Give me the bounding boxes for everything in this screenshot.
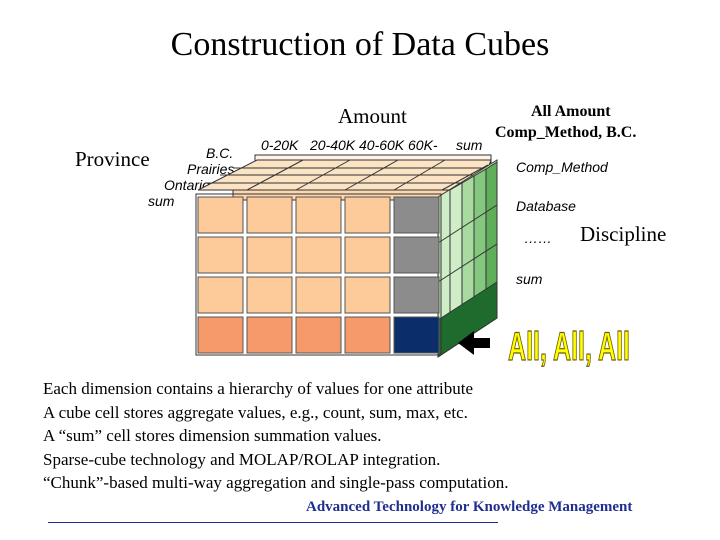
all-amount-label: All Amount [531, 103, 611, 120]
province-value-ontario: Ontario [164, 177, 210, 193]
cube-cell [393, 236, 440, 274]
amount-axis-label: Amount [338, 104, 407, 128]
cube-right-side [437, 159, 498, 358]
discipline-value-ellipsis: …… [524, 230, 552, 246]
amount-value-sum: sum [456, 137, 483, 153]
footer-title: Advanced Technology for Knowledge Manage… [306, 499, 633, 515]
cube-top-face [197, 159, 492, 191]
bullet-item: Sparse-cube technology and MOLAP/ROLAP i… [43, 449, 441, 469]
cube-cell [295, 236, 342, 274]
cube-cell [393, 196, 440, 234]
bullet-item: A “sum” cell stores dimension summation … [43, 426, 382, 445]
amount-value-60k: 60K- [408, 137, 438, 153]
province-value-prairies: Prairies [187, 161, 235, 177]
cube-cell [197, 236, 244, 274]
cube-cell [344, 276, 391, 314]
discipline-value-database: Database [516, 198, 576, 214]
cube-cell [197, 196, 244, 234]
bullet-item: Each dimension contains a hierarchy of v… [43, 379, 474, 398]
discipline-value-comp-method: Comp_Method [516, 159, 608, 175]
cube-cell [197, 316, 244, 354]
discipline-axis-label: Discipline [580, 222, 667, 246]
province-axis-label: Province [75, 147, 150, 171]
cube-cell [295, 196, 342, 234]
cube-cell [344, 316, 391, 354]
amount-value-40-60k: 40-60K [359, 137, 405, 153]
all-all-all-badge: All, All, All [506, 322, 636, 373]
footer-rule [48, 522, 498, 523]
bullet-item: A cube cell stores aggregate values, e.g… [43, 402, 468, 422]
amount-value-0-20k: 0-20K [261, 137, 299, 153]
cube-cell [295, 316, 342, 354]
cube-cell [344, 196, 391, 234]
bullet-item: “Chunk”-based multi-way aggregation and … [43, 473, 509, 492]
cube-cell [246, 276, 293, 314]
amount-value-20-40k: 20-40K [310, 137, 356, 153]
page-title: Construction of Data Cubes [170, 26, 550, 63]
comp-method-bc-label: Comp_Method, B.C. [495, 124, 637, 141]
all-all-all-text: All, All, All [508, 325, 630, 368]
bullet-list: Each dimension contains a hierarchy of v… [43, 377, 509, 495]
cube-cell [295, 276, 342, 314]
cube-front-face [195, 193, 442, 356]
cube-cell [393, 316, 440, 354]
cube-cell [246, 316, 293, 354]
province-value-sum: sum [148, 193, 175, 209]
cube-cell [197, 276, 244, 314]
cube-cell [344, 236, 391, 274]
discipline-value-sum: sum [516, 271, 543, 287]
cube-cell [246, 236, 293, 274]
cube-cell [393, 276, 440, 314]
cube-cell [246, 196, 293, 234]
cube-front-frame [195, 193, 442, 356]
left-arrow-icon [458, 331, 490, 355]
province-value-bc: B.C. [206, 145, 234, 161]
